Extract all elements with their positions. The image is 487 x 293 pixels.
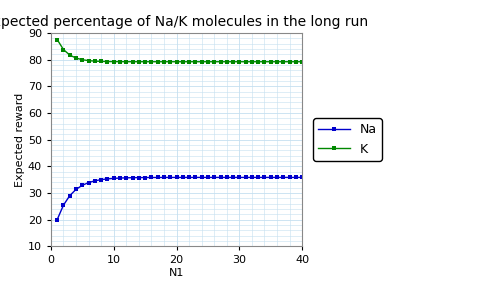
Na bbox=[180, 176, 186, 179]
K bbox=[117, 60, 123, 64]
K bbox=[186, 60, 192, 64]
Na bbox=[268, 176, 274, 179]
Na bbox=[161, 176, 167, 179]
K bbox=[168, 60, 173, 64]
K bbox=[111, 60, 117, 63]
Na bbox=[243, 176, 248, 179]
Na bbox=[92, 179, 98, 183]
K bbox=[136, 60, 142, 64]
Na bbox=[123, 176, 129, 180]
K bbox=[142, 60, 148, 64]
K bbox=[79, 58, 85, 62]
Na bbox=[211, 176, 217, 179]
Na bbox=[236, 176, 242, 179]
Na bbox=[168, 176, 173, 179]
K bbox=[54, 38, 60, 41]
Na bbox=[192, 176, 198, 179]
K bbox=[205, 60, 211, 64]
K bbox=[180, 60, 186, 64]
K bbox=[255, 60, 261, 64]
Na bbox=[230, 176, 236, 179]
Na bbox=[224, 176, 230, 179]
K bbox=[130, 60, 135, 64]
Line: Na: Na bbox=[55, 175, 304, 222]
Na bbox=[98, 178, 104, 181]
Na bbox=[142, 176, 148, 179]
K bbox=[60, 48, 66, 51]
Na bbox=[155, 176, 161, 179]
Na bbox=[136, 176, 142, 179]
K bbox=[67, 53, 73, 57]
K bbox=[293, 60, 299, 64]
Na bbox=[79, 183, 85, 187]
X-axis label: N1: N1 bbox=[169, 268, 184, 278]
Na bbox=[130, 176, 135, 179]
K bbox=[218, 60, 224, 64]
Na bbox=[149, 176, 154, 179]
Na bbox=[60, 203, 66, 207]
Na bbox=[274, 176, 280, 179]
K bbox=[274, 60, 280, 64]
Na bbox=[262, 176, 267, 179]
K bbox=[236, 60, 242, 64]
Na bbox=[281, 176, 286, 179]
Na bbox=[186, 176, 192, 179]
Na bbox=[205, 176, 211, 179]
K bbox=[281, 60, 286, 64]
Na bbox=[67, 194, 73, 197]
K bbox=[299, 60, 305, 64]
Y-axis label: Expected reward: Expected reward bbox=[15, 93, 25, 187]
Na bbox=[117, 176, 123, 180]
K bbox=[161, 60, 167, 64]
Na bbox=[218, 176, 224, 179]
K bbox=[268, 60, 274, 64]
Na bbox=[293, 176, 299, 179]
Na bbox=[287, 176, 293, 179]
K bbox=[249, 60, 255, 64]
Line: K: K bbox=[55, 38, 304, 64]
K bbox=[224, 60, 230, 64]
Legend: Na, K: Na, K bbox=[314, 118, 382, 161]
Na bbox=[249, 176, 255, 179]
K bbox=[199, 60, 205, 64]
K bbox=[262, 60, 267, 64]
Title: Expected percentage of Na/K molecules in the long run: Expected percentage of Na/K molecules in… bbox=[0, 15, 369, 29]
K bbox=[243, 60, 248, 64]
K bbox=[174, 60, 180, 64]
K bbox=[287, 60, 293, 64]
K bbox=[86, 59, 92, 62]
K bbox=[92, 59, 98, 63]
Na bbox=[73, 188, 79, 191]
K bbox=[123, 60, 129, 64]
Na bbox=[54, 218, 60, 221]
Na bbox=[299, 176, 305, 179]
Na bbox=[199, 176, 205, 179]
Na bbox=[86, 181, 92, 184]
Na bbox=[255, 176, 261, 179]
K bbox=[73, 56, 79, 60]
K bbox=[98, 60, 104, 63]
K bbox=[230, 60, 236, 64]
K bbox=[211, 60, 217, 64]
K bbox=[192, 60, 198, 64]
Na bbox=[105, 177, 111, 181]
K bbox=[149, 60, 154, 64]
K bbox=[155, 60, 161, 64]
Na bbox=[174, 176, 180, 179]
Na bbox=[111, 177, 117, 180]
K bbox=[105, 60, 111, 63]
